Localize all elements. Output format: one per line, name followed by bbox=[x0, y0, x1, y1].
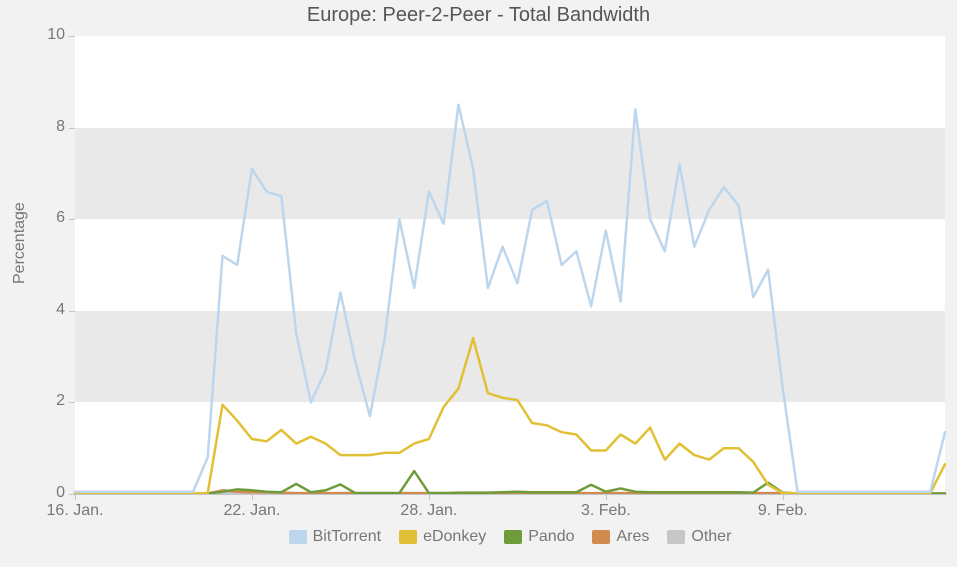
y-tick-label: 4 bbox=[35, 301, 65, 319]
chart-title: Europe: Peer-2-Peer - Total Bandwidth bbox=[0, 4, 957, 27]
y-tick-mark bbox=[69, 311, 75, 312]
x-tick-mark bbox=[606, 494, 607, 500]
legend-label: BitTorrent bbox=[313, 528, 381, 546]
x-tick-label: 3. Feb. bbox=[581, 502, 631, 520]
x-axis-line bbox=[75, 494, 945, 495]
legend-swatch bbox=[289, 530, 307, 544]
legend-item-edonkey[interactable]: eDonkey bbox=[399, 528, 486, 546]
x-tick-mark bbox=[429, 494, 430, 500]
y-tick-label: 6 bbox=[35, 209, 65, 227]
x-tick-mark bbox=[783, 494, 784, 500]
legend-label: Pando bbox=[528, 528, 574, 546]
y-tick-label: 8 bbox=[35, 118, 65, 136]
legend-item-bittorrent[interactable]: BitTorrent bbox=[289, 528, 381, 546]
y-tick-label: 2 bbox=[35, 392, 65, 410]
legend-label: eDonkey bbox=[423, 528, 486, 546]
x-tick-label: 16. Jan. bbox=[47, 502, 104, 520]
y-tick-label: 0 bbox=[35, 484, 65, 502]
x-tick-mark bbox=[252, 494, 253, 500]
legend-item-ares[interactable]: Ares bbox=[592, 528, 649, 546]
x-tick-label: 9. Feb. bbox=[758, 502, 808, 520]
legend: BitTorrent eDonkey Pando Ares Other bbox=[75, 528, 945, 546]
legend-item-other[interactable]: Other bbox=[667, 528, 731, 546]
x-tick-mark bbox=[75, 494, 76, 500]
legend-swatch bbox=[592, 530, 610, 544]
legend-label: Ares bbox=[616, 528, 649, 546]
x-tick-label: 22. Jan. bbox=[223, 502, 280, 520]
y-tick-label: 10 bbox=[35, 26, 65, 44]
chart-container: Europe: Peer-2-Peer - Total Bandwidth Pe… bbox=[0, 0, 957, 567]
legend-swatch bbox=[504, 530, 522, 544]
series-edonkey bbox=[75, 338, 945, 493]
legend-swatch bbox=[399, 530, 417, 544]
legend-swatch bbox=[667, 530, 685, 544]
plot-area bbox=[75, 36, 945, 494]
series-lines bbox=[75, 36, 945, 494]
series-bittorrent bbox=[75, 105, 945, 492]
legend-item-pando[interactable]: Pando bbox=[504, 528, 574, 546]
y-tick-mark bbox=[69, 128, 75, 129]
x-tick-label: 28. Jan. bbox=[400, 502, 457, 520]
y-tick-mark bbox=[69, 402, 75, 403]
y-tick-mark bbox=[69, 219, 75, 220]
y-tick-mark bbox=[69, 36, 75, 37]
series-pando bbox=[75, 471, 945, 493]
legend-label: Other bbox=[691, 528, 731, 546]
y-axis-label: Percentage bbox=[11, 244, 29, 284]
